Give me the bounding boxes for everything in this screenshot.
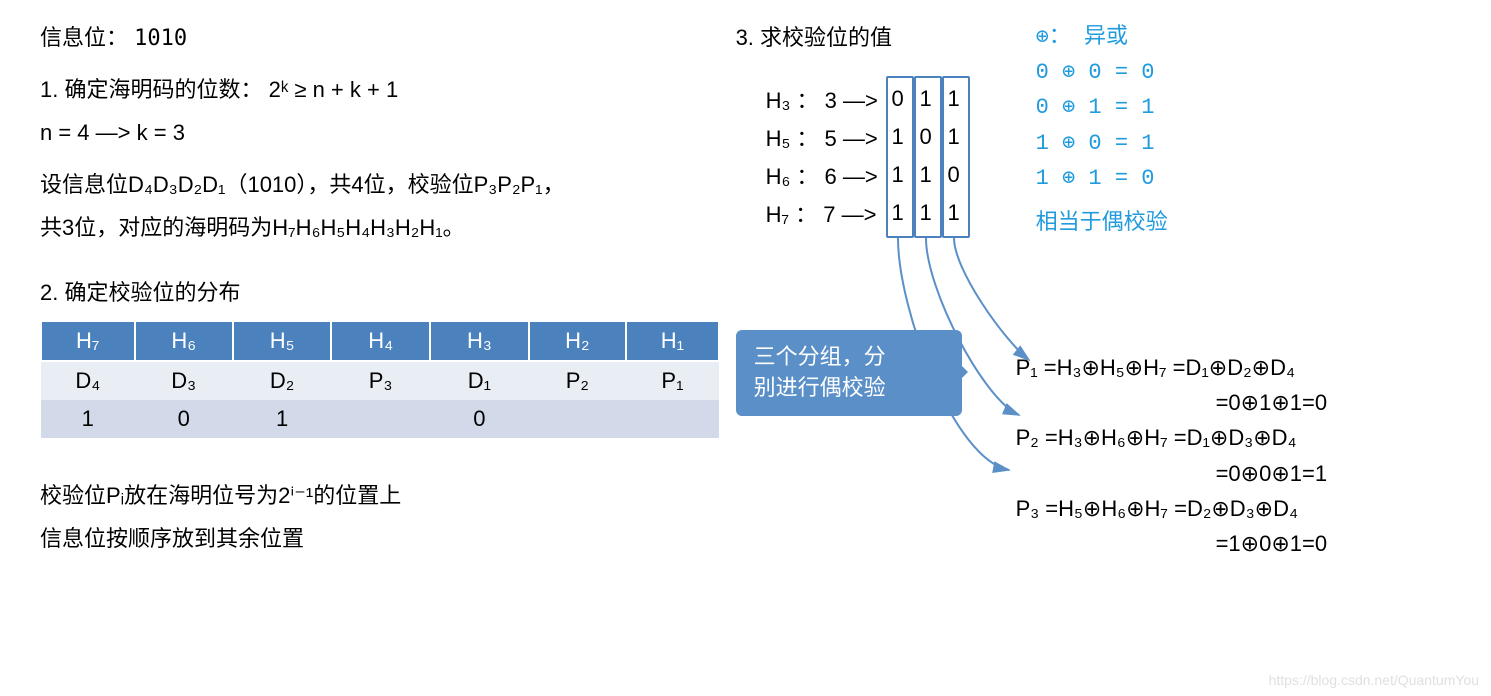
tv-6 bbox=[626, 400, 719, 438]
tv-5 bbox=[529, 400, 626, 438]
p3-res: =1⊕0⊕1=0 bbox=[1016, 526, 1328, 561]
xor-eq3: 1 ⊕ 0 = 1 bbox=[1036, 126, 1168, 161]
bin-label-h3: H₃ ： 3 —> bbox=[766, 83, 886, 115]
p2-res: =0⊕0⊕1=1 bbox=[1016, 456, 1328, 491]
th-h2: H₂ bbox=[529, 321, 626, 361]
col-box-3 bbox=[942, 76, 970, 238]
td-d1: D₁ bbox=[430, 361, 529, 400]
page: 信息位： 1010 1. 确定海明码的位数： 2ᵏ ≥ n + k + 1 n … bbox=[0, 0, 1491, 696]
step1-line: 1. 确定海明码的位数： 2ᵏ ≥ n + k + 1 bbox=[40, 72, 736, 107]
td-d4: D₄ bbox=[41, 361, 135, 400]
footnote2: 信息位按顺序放到其余位置 bbox=[40, 521, 736, 556]
th-h1: H₁ bbox=[626, 321, 719, 361]
p1-res: =0⊕1⊕1=0 bbox=[1016, 385, 1328, 420]
watermark: https://blog.csdn.net/QuantumYou bbox=[1269, 672, 1479, 688]
info-bits-line: 信息位： 1010 bbox=[40, 20, 736, 56]
p2-eq: P₂ =H₃⊕H₆⊕H₇ =D₁⊕D₃⊕D₄ bbox=[1016, 420, 1328, 455]
xor-eq2: 0 ⊕ 1 = 1 bbox=[1036, 90, 1168, 125]
xor-note: 相当于偶校验 bbox=[1036, 204, 1168, 239]
col-box-1 bbox=[886, 76, 914, 238]
info-bits-value: 1010 bbox=[134, 26, 187, 51]
td-d3: D₃ bbox=[135, 361, 233, 400]
right-column: 3. 求校验位的值 ⊕： 异或 0 ⊕ 0 = 0 0 ⊕ 1 = 1 1 ⊕ … bbox=[736, 20, 1451, 676]
table-row-labels: D₄ D₃ D₂ P₃ D₁ P₂ P₁ bbox=[41, 361, 719, 400]
td-p1: P₁ bbox=[626, 361, 719, 400]
tv-1: 0 bbox=[135, 400, 233, 438]
col-box-2 bbox=[914, 76, 942, 238]
parity-block: P₁ =H₃⊕H₅⊕H₇ =D₁⊕D₂⊕D₄ =0⊕1⊕1=0 P₂ =H₃⊕H… bbox=[1016, 350, 1328, 561]
footnote1: 校验位Pᵢ放在海明位号为2ⁱ⁻¹的位置上 bbox=[40, 478, 736, 513]
td-p3: P₃ bbox=[331, 361, 430, 400]
xor-eq4: 1 ⊕ 1 = 0 bbox=[1036, 161, 1168, 196]
step1-formula: 2ᵏ ≥ n + k + 1 bbox=[269, 77, 399, 102]
desc-line1: 设信息位D₄D₃D₂D₁（1010），共4位，校验位P₃P₂P₁， bbox=[40, 167, 736, 202]
bin-label-h7: H₇ ： 7 —> bbox=[766, 197, 886, 229]
tv-2: 1 bbox=[233, 400, 331, 438]
th-h3: H₃ bbox=[430, 321, 529, 361]
th-h5: H₅ bbox=[233, 321, 331, 361]
step2-label: 2. 确定校验位的分布 bbox=[40, 275, 736, 310]
callout-bubble: 三个分组，分 别进行偶校验 bbox=[736, 330, 962, 416]
left-column: 信息位： 1010 1. 确定海明码的位数： 2ᵏ ≥ n + k + 1 n … bbox=[40, 20, 736, 676]
callout-line1: 三个分组，分 bbox=[754, 342, 944, 373]
xor-title: ⊕： 异或 bbox=[1036, 20, 1168, 55]
bin-label-h6: H₆ ： 6 —> bbox=[766, 159, 886, 191]
xor-block: ⊕： 异或 0 ⊕ 0 = 0 0 ⊕ 1 = 1 1 ⊕ 0 = 1 1 ⊕ … bbox=[1036, 20, 1168, 247]
td-p2: P₂ bbox=[529, 361, 626, 400]
info-bits-label: 信息位： bbox=[40, 25, 128, 50]
p3-eq: P₃ =H₅⊕H₆⊕H₇ =D₂⊕D₃⊕D₄ bbox=[1016, 491, 1328, 526]
hamming-table: H₇ H₆ H₅ H₄ H₃ H₂ H₁ D₄ D₃ D₂ P₃ D₁ P₂ P… bbox=[40, 320, 720, 438]
tv-3 bbox=[331, 400, 430, 438]
tv-0: 1 bbox=[41, 400, 135, 438]
p1-eq: P₁ =H₃⊕H₅⊕H₇ =D₁⊕D₂⊕D₄ bbox=[1016, 350, 1328, 385]
step1-label: 1. 确定海明码的位数： bbox=[40, 77, 262, 102]
th-h6: H₆ bbox=[135, 321, 233, 361]
td-d2: D₂ bbox=[233, 361, 331, 400]
table-row-values: 1 0 1 0 bbox=[41, 400, 719, 438]
binary-matrix: H₃ ： 3 —> 0 1 1 H₅ ： 5 —> 1 0 1 H₆ ： 6 — bbox=[766, 80, 966, 232]
arrow-col3 bbox=[954, 238, 1029, 360]
th-h7: H₇ bbox=[41, 321, 135, 361]
bin-label-h5: H₅ ： 5 —> bbox=[766, 121, 886, 153]
nk-line: n = 4 —> k = 3 bbox=[40, 115, 736, 150]
xor-eq1: 0 ⊕ 0 = 0 bbox=[1036, 55, 1168, 90]
table-header-row: H₇ H₆ H₅ H₄ H₃ H₂ H₁ bbox=[41, 321, 719, 361]
tv-4: 0 bbox=[430, 400, 529, 438]
th-h4: H₄ bbox=[331, 321, 430, 361]
callout-line2: 别进行偶校验 bbox=[754, 373, 944, 404]
desc-line2: 共3位，对应的海明码为H₇H₆H₅H₄H₃H₂H₁。 bbox=[40, 210, 736, 245]
